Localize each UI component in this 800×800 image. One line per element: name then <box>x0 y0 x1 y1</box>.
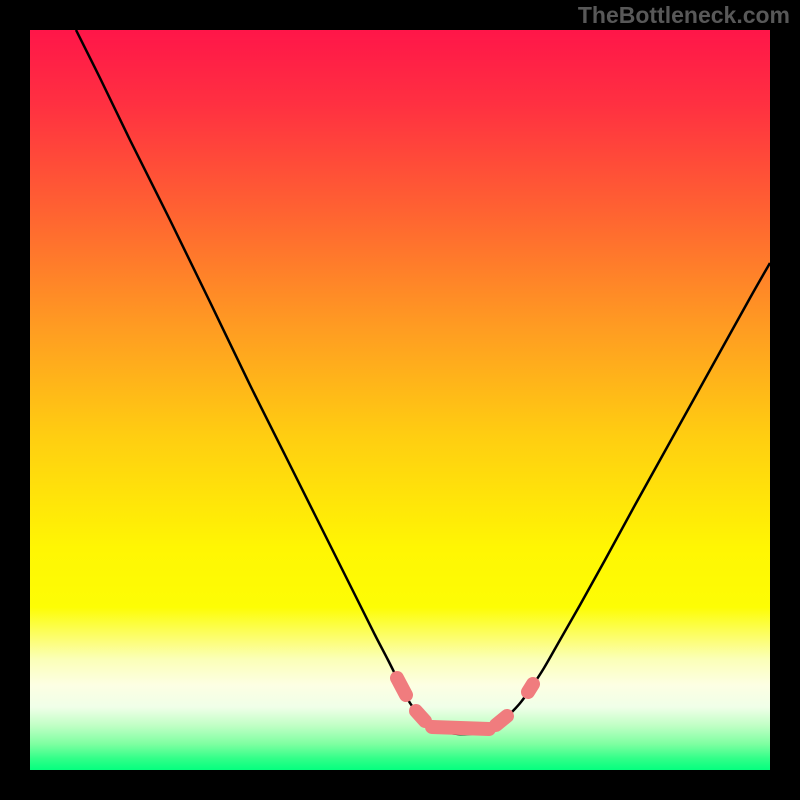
curve-marker <box>496 716 507 725</box>
curve-marker <box>432 727 489 729</box>
plot-area <box>30 30 770 770</box>
curve-marker <box>528 684 533 692</box>
gradient-background <box>30 30 770 770</box>
watermark-text: TheBottleneck.com <box>520 2 790 29</box>
curve-marker <box>416 711 425 721</box>
chart-svg <box>30 30 770 770</box>
curve-marker <box>397 678 406 695</box>
